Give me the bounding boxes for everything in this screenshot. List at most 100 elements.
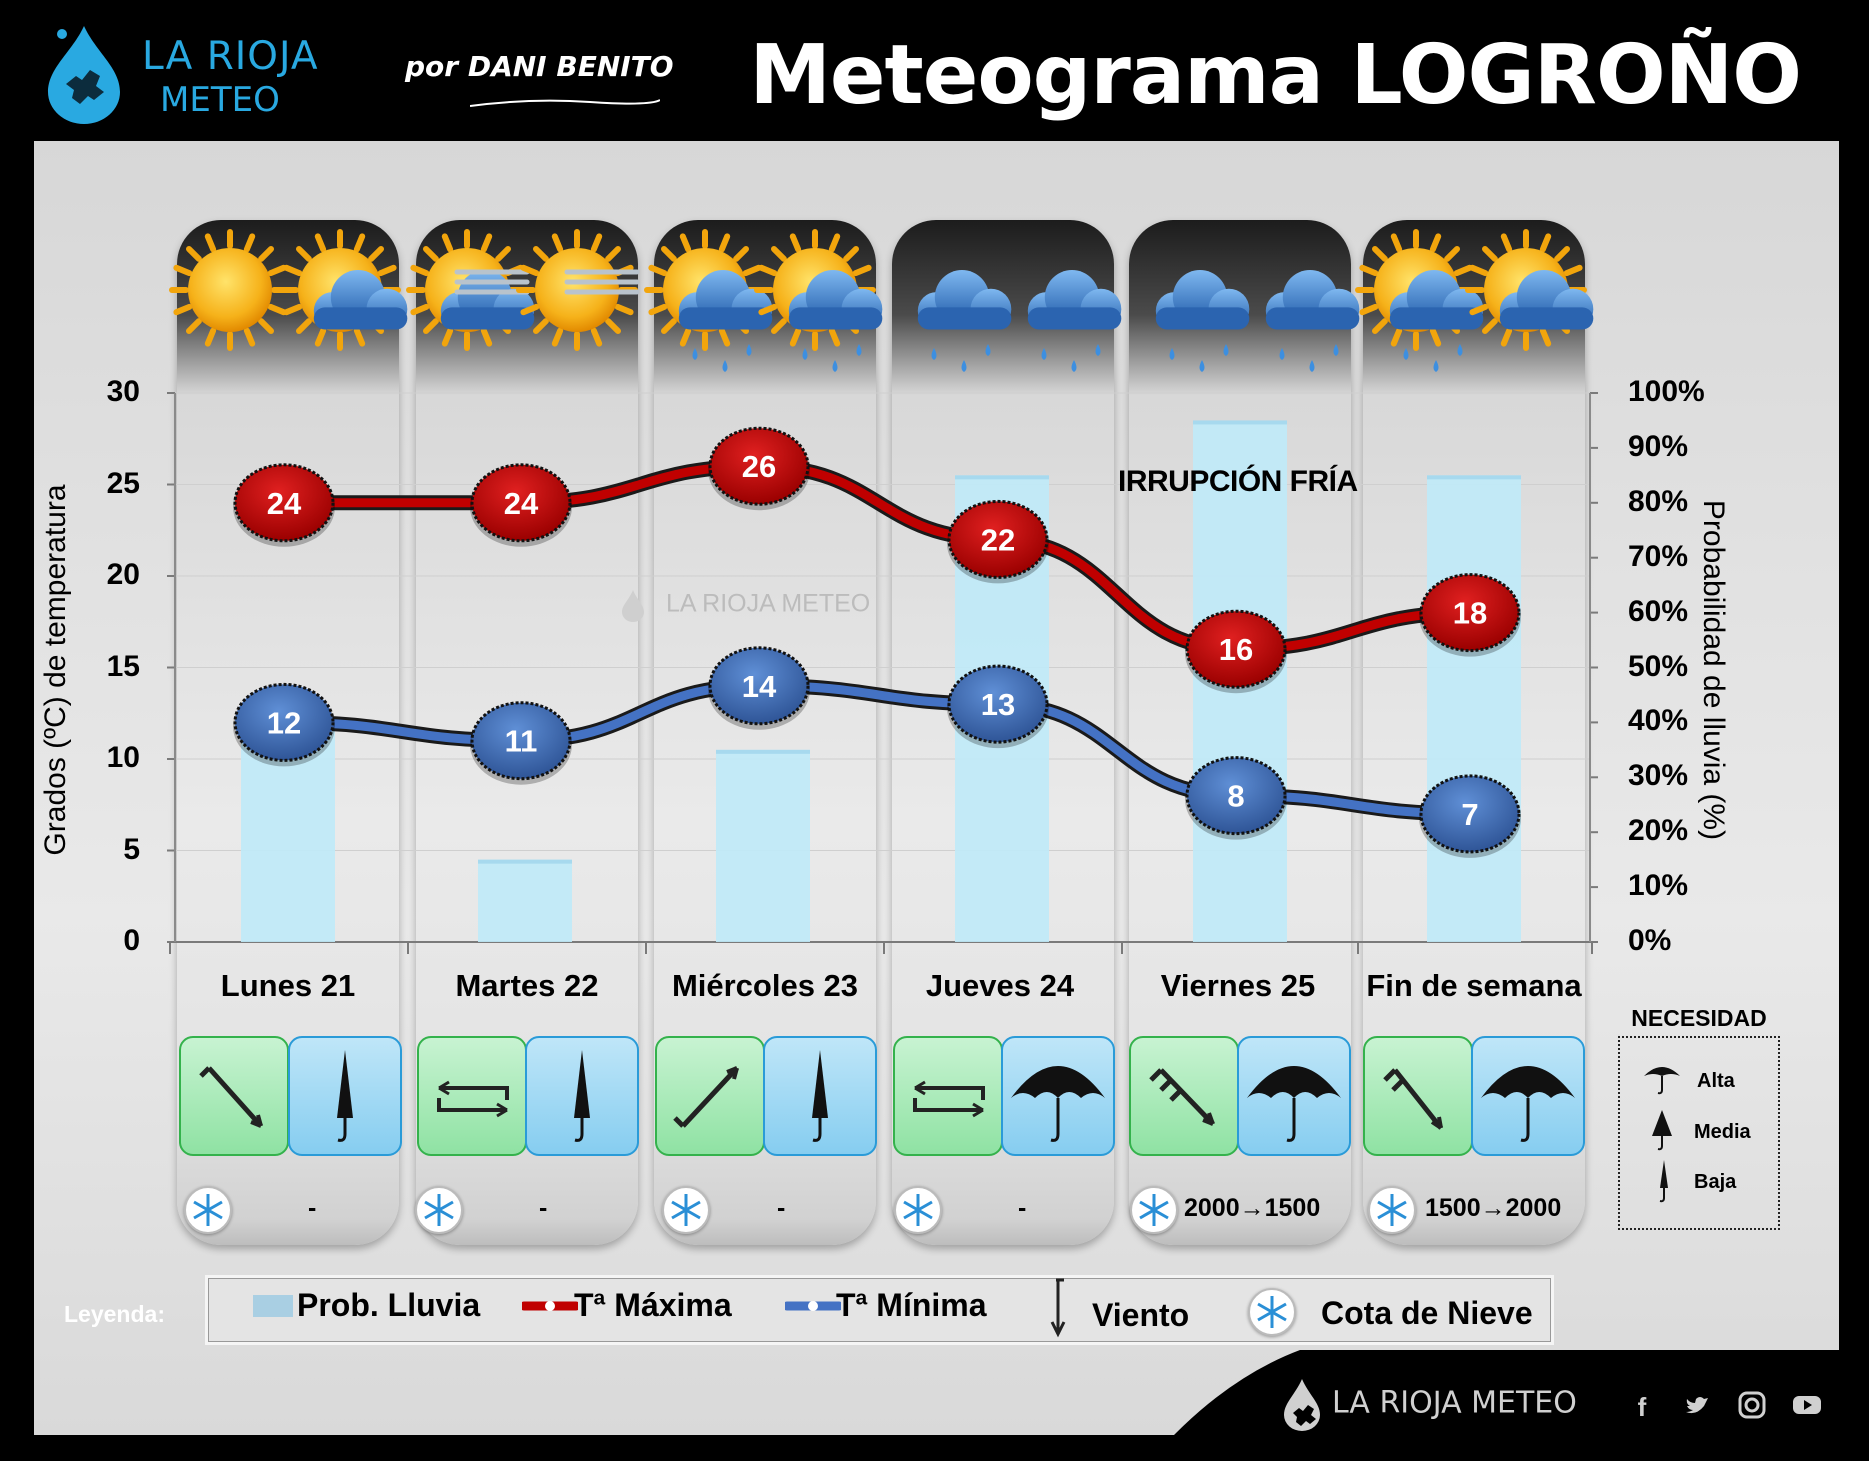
sun-ray (1371, 318, 1388, 335)
sun-ray (789, 327, 802, 347)
sun-ray (648, 303, 668, 316)
half-open-umbrella-icon (1652, 1110, 1672, 1151)
twitter-icon[interactable] (1680, 1390, 1714, 1424)
sun-ray (185, 318, 202, 335)
sun-ray (1371, 245, 1388, 262)
arrow-down-right-icon (199, 1066, 263, 1128)
sun-icon (169, 229, 291, 351)
watermark-drop-icon (622, 590, 644, 622)
legend-tmin-swatch (785, 1301, 841, 1311)
cloud-base (1265, 307, 1360, 330)
closed-umbrella-icon (1659, 1160, 1668, 1203)
y2-tick-label: 90% (1628, 429, 1689, 463)
cloud-icon (1027, 270, 1122, 330)
data-point (233, 682, 335, 762)
sun-ray (441, 327, 454, 347)
data-label: 7 (1461, 797, 1478, 832)
sun-disc (188, 248, 272, 332)
rain-bar (1427, 475, 1521, 942)
sun-ray (532, 245, 549, 262)
sun-ray (368, 245, 385, 262)
sun-ray (520, 264, 540, 277)
sun-ray (1469, 264, 1489, 277)
watermark-text: LA RIOJA METEO (666, 589, 871, 618)
y-tick-label: 20 (106, 558, 140, 591)
sun-ray (770, 245, 787, 262)
data-point (947, 499, 1049, 579)
umbrella-box (525, 1036, 639, 1156)
sun-ray (353, 233, 366, 253)
day-label: Miércoles 23 (671, 968, 859, 1003)
rain-drop (1403, 348, 1409, 360)
sun-ray (1539, 327, 1552, 347)
y-tick-label: 30 (106, 375, 140, 408)
rain-drop (1223, 344, 1229, 356)
sun-ray (243, 233, 256, 253)
chart-annotation: IRRUPCIÓN FRÍA (1118, 465, 1358, 498)
data-label: 18 (1453, 596, 1487, 631)
sun-ray (605, 245, 622, 262)
cloud-base (1499, 307, 1594, 330)
sun-ray (283, 303, 303, 316)
footer-brand: LA RIOJA METEO (1280, 1377, 1577, 1437)
rain-drop (802, 348, 808, 360)
sun-ray (843, 245, 860, 262)
umbrella-box (1471, 1036, 1585, 1156)
sun-ray (758, 303, 778, 316)
rain-bar-top (478, 859, 572, 864)
rain-drops-icon (692, 344, 752, 372)
data-point (470, 701, 572, 781)
page-title: Meteograma LOGROÑO (749, 28, 1802, 123)
sun-ray (733, 245, 750, 262)
sun-ray (660, 318, 677, 335)
data-label: 26 (742, 449, 776, 484)
open-umbrella-icon (1011, 1066, 1105, 1142)
sun-ray (422, 245, 439, 262)
cloud-icon (1265, 270, 1360, 330)
fog-icon (564, 269, 640, 295)
sun-ray (204, 233, 217, 253)
sun-ray (742, 264, 762, 277)
snowflake-icon (1368, 1186, 1416, 1234)
signature-swash (470, 99, 660, 107)
cloud-icon (1155, 270, 1250, 330)
variable-wind-icon (913, 1080, 985, 1118)
need-high: Alta (1697, 1070, 1735, 1092)
y2-tick-label: 80% (1628, 484, 1689, 518)
sun-ray (410, 303, 430, 316)
sun-ray (353, 327, 366, 347)
rain-drops-icon (1169, 344, 1229, 372)
sun-ray (422, 318, 439, 335)
y2-tick-label: 10% (1628, 869, 1689, 903)
youtube-icon[interactable] (1790, 1390, 1824, 1424)
sun-ray (441, 233, 454, 253)
y2-tick-label: 100% (1628, 375, 1705, 408)
legend-snow: Cota de Nieve (1321, 1295, 1533, 1331)
rain-drop (856, 344, 862, 356)
instagram-icon[interactable] (1735, 1390, 1769, 1424)
wind-box (417, 1036, 527, 1156)
snow-level: 1500→2000 (1425, 1194, 1562, 1222)
y2-tick-label: 0% (1628, 924, 1672, 957)
facebook-icon[interactable]: f (1637, 1392, 1647, 1422)
data-label: 11 (505, 724, 538, 759)
day-label: Martes 22 (455, 968, 599, 1003)
data-label: 13 (981, 687, 1015, 722)
brand-line2: METEO (160, 80, 280, 120)
sun-ray (1481, 245, 1498, 262)
closed-umbrella-icon (337, 1050, 353, 1142)
sun-ray (258, 245, 275, 262)
data-point (1419, 573, 1521, 653)
sun-ray (660, 245, 677, 262)
data-label: 14 (742, 669, 777, 704)
cloud-base (1155, 307, 1250, 330)
snow-level: - (1018, 1194, 1027, 1222)
rain-drop (961, 360, 967, 372)
cloud-icon (788, 270, 883, 330)
snow-level: - (308, 1194, 317, 1222)
umbrella-box (288, 1036, 402, 1156)
sun-ray (283, 264, 303, 277)
sun-ray (185, 245, 202, 262)
sun-ray (173, 264, 193, 277)
